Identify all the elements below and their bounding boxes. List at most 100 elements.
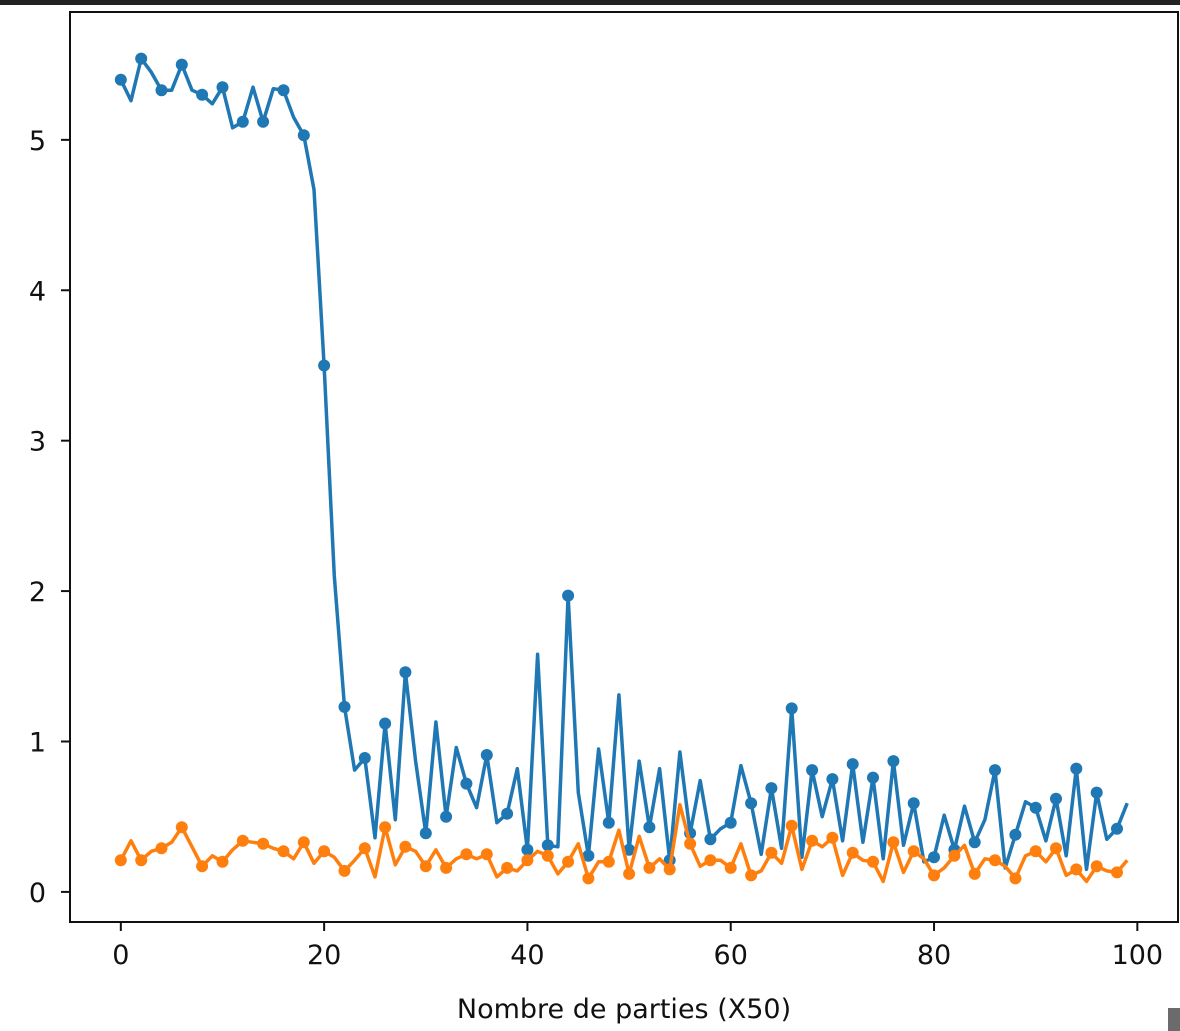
series-1-point	[1070, 762, 1083, 775]
series-2-point	[1090, 860, 1103, 873]
series-2-point	[1029, 845, 1042, 858]
series-2-point	[968, 867, 981, 880]
series-2-point	[175, 821, 188, 834]
series-2-point	[114, 854, 127, 867]
series-1-point	[257, 115, 270, 128]
x-tick-label: 20	[307, 940, 341, 971]
series-1-point	[216, 81, 229, 94]
series-1-point	[277, 84, 290, 97]
series-2-point	[907, 845, 920, 858]
series-1-point	[907, 797, 920, 810]
series-2-point	[684, 837, 697, 850]
series-1-point	[399, 666, 412, 679]
series-1-point	[989, 764, 1001, 777]
series-1-point	[745, 797, 758, 810]
series-2-point	[297, 836, 310, 849]
series-2-point	[989, 854, 1001, 867]
series-2-point	[501, 861, 514, 874]
series-2-point	[1050, 842, 1062, 855]
series-1-point	[318, 359, 331, 372]
series-2-point	[379, 821, 392, 834]
series-2-point	[257, 837, 270, 850]
series-2-point	[541, 849, 554, 862]
series-1-point	[765, 782, 778, 795]
series-1-point	[968, 836, 981, 849]
series-1-point	[358, 752, 371, 764]
series-1-point	[236, 115, 249, 128]
series-1-point	[297, 129, 310, 142]
scrollbar-corner	[1168, 1008, 1180, 1031]
y-tick-label: 4	[29, 276, 46, 307]
series-1-point	[541, 839, 554, 852]
series-2-point	[602, 855, 615, 868]
series-2-point	[582, 872, 595, 885]
plot-frame	[69, 11, 1179, 923]
series-1-point	[1050, 792, 1062, 805]
series-2-point	[623, 867, 636, 880]
y-tick-label: 5	[29, 126, 46, 157]
series-2-point	[216, 855, 229, 868]
series-1-point	[928, 851, 940, 864]
series-2-point	[785, 819, 798, 832]
series-1-point	[846, 758, 859, 771]
series-2-point	[704, 854, 717, 867]
series-1-point	[582, 849, 595, 862]
series-1-point	[1009, 828, 1022, 841]
series-1-point	[643, 821, 656, 834]
y-tick-label: 2	[29, 577, 46, 608]
series-1-line	[119, 56, 1129, 872]
window-top-edge	[0, 0, 1180, 5]
series-2-point	[460, 848, 473, 861]
series-2-point	[846, 846, 859, 859]
series-1-point	[196, 88, 209, 101]
series-1-point	[704, 833, 717, 846]
series-2-point	[1070, 863, 1083, 876]
series-2-point	[419, 860, 432, 873]
series-layer	[114, 52, 1129, 885]
series-2-point	[399, 840, 412, 853]
series-1-point	[887, 755, 900, 768]
series-2-point	[318, 845, 331, 858]
series-1-point	[1111, 822, 1123, 835]
x-axis-title: Nombre de parties (X50)	[457, 994, 791, 1025]
series-2-point	[135, 854, 148, 867]
series-2-point	[562, 855, 575, 868]
y-tick-label: 0	[29, 878, 46, 909]
series-2-point	[277, 845, 290, 858]
series-2-point	[928, 869, 940, 882]
series-2-point	[724, 861, 737, 874]
series-1-point	[440, 810, 453, 823]
series-2-line	[119, 802, 1129, 884]
series-2-point	[440, 861, 453, 874]
series-2-point	[236, 834, 249, 847]
series-1-point	[826, 773, 839, 786]
x-tick-label: 60	[714, 940, 748, 971]
series-1-point	[338, 700, 351, 713]
series-2-point	[887, 836, 900, 849]
series-2-point	[480, 848, 493, 861]
series-1-point	[602, 816, 615, 829]
series-1-point	[521, 843, 534, 856]
series-2-point	[196, 860, 209, 873]
x-tick-label: 40	[510, 940, 544, 971]
series-1-point	[379, 717, 392, 730]
series-2-point	[826, 831, 839, 844]
series-1-point	[785, 702, 798, 715]
series-2-point	[765, 846, 778, 859]
x-tick-label: 80	[917, 940, 951, 971]
series-2-point	[806, 834, 819, 847]
series-2-point	[867, 855, 879, 868]
series-1-point	[460, 777, 473, 790]
series-1-point	[501, 807, 514, 820]
x-tick-label: 100	[1112, 940, 1164, 971]
series-2-point	[948, 849, 961, 862]
series-1-point	[1090, 786, 1103, 799]
series-1-point	[623, 843, 636, 856]
series-2-point	[1111, 866, 1123, 879]
series-1-point	[135, 52, 148, 65]
series-2-point	[155, 842, 168, 855]
series-2-point	[745, 869, 758, 882]
series-1-point	[562, 589, 575, 602]
series-1-point	[806, 764, 819, 777]
y-tick-label: 1	[29, 728, 46, 759]
